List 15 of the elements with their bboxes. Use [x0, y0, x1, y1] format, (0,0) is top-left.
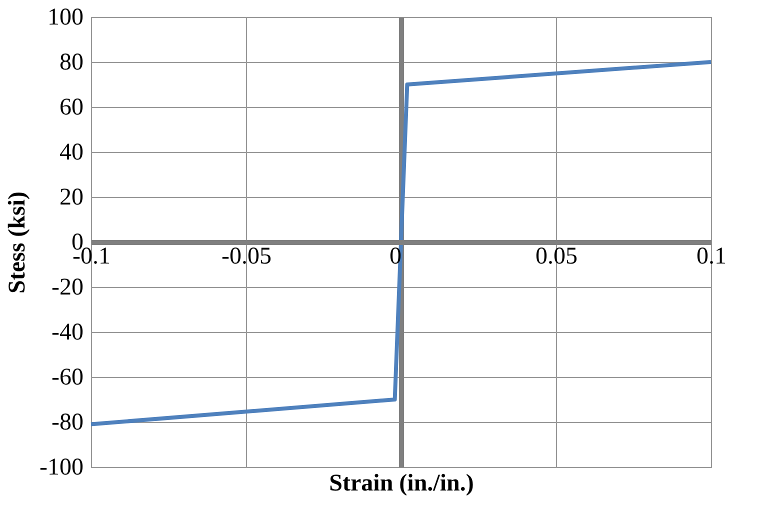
- y-tick-label: -40: [52, 320, 84, 346]
- x-tick-label: -0.05: [222, 244, 272, 270]
- y-tick-label: 20: [60, 184, 84, 210]
- x-axis-title: Strain (in./in.): [329, 470, 474, 496]
- y-tick-label: -80: [52, 410, 84, 436]
- y-axis-title: Stess (ksi): [4, 191, 31, 294]
- y-tick-label: -20: [52, 274, 84, 300]
- y-tick-label: -100: [40, 454, 84, 480]
- x-tick-label: 0.05: [536, 244, 578, 270]
- y-tick-label: 60: [60, 94, 84, 120]
- y-tick-label: 80: [60, 50, 84, 76]
- y-tick-label: 100: [48, 4, 84, 30]
- y-tick-label: -60: [52, 364, 84, 390]
- y-tick-label: 40: [60, 140, 84, 166]
- x-tick-label: 0.1: [696, 244, 726, 270]
